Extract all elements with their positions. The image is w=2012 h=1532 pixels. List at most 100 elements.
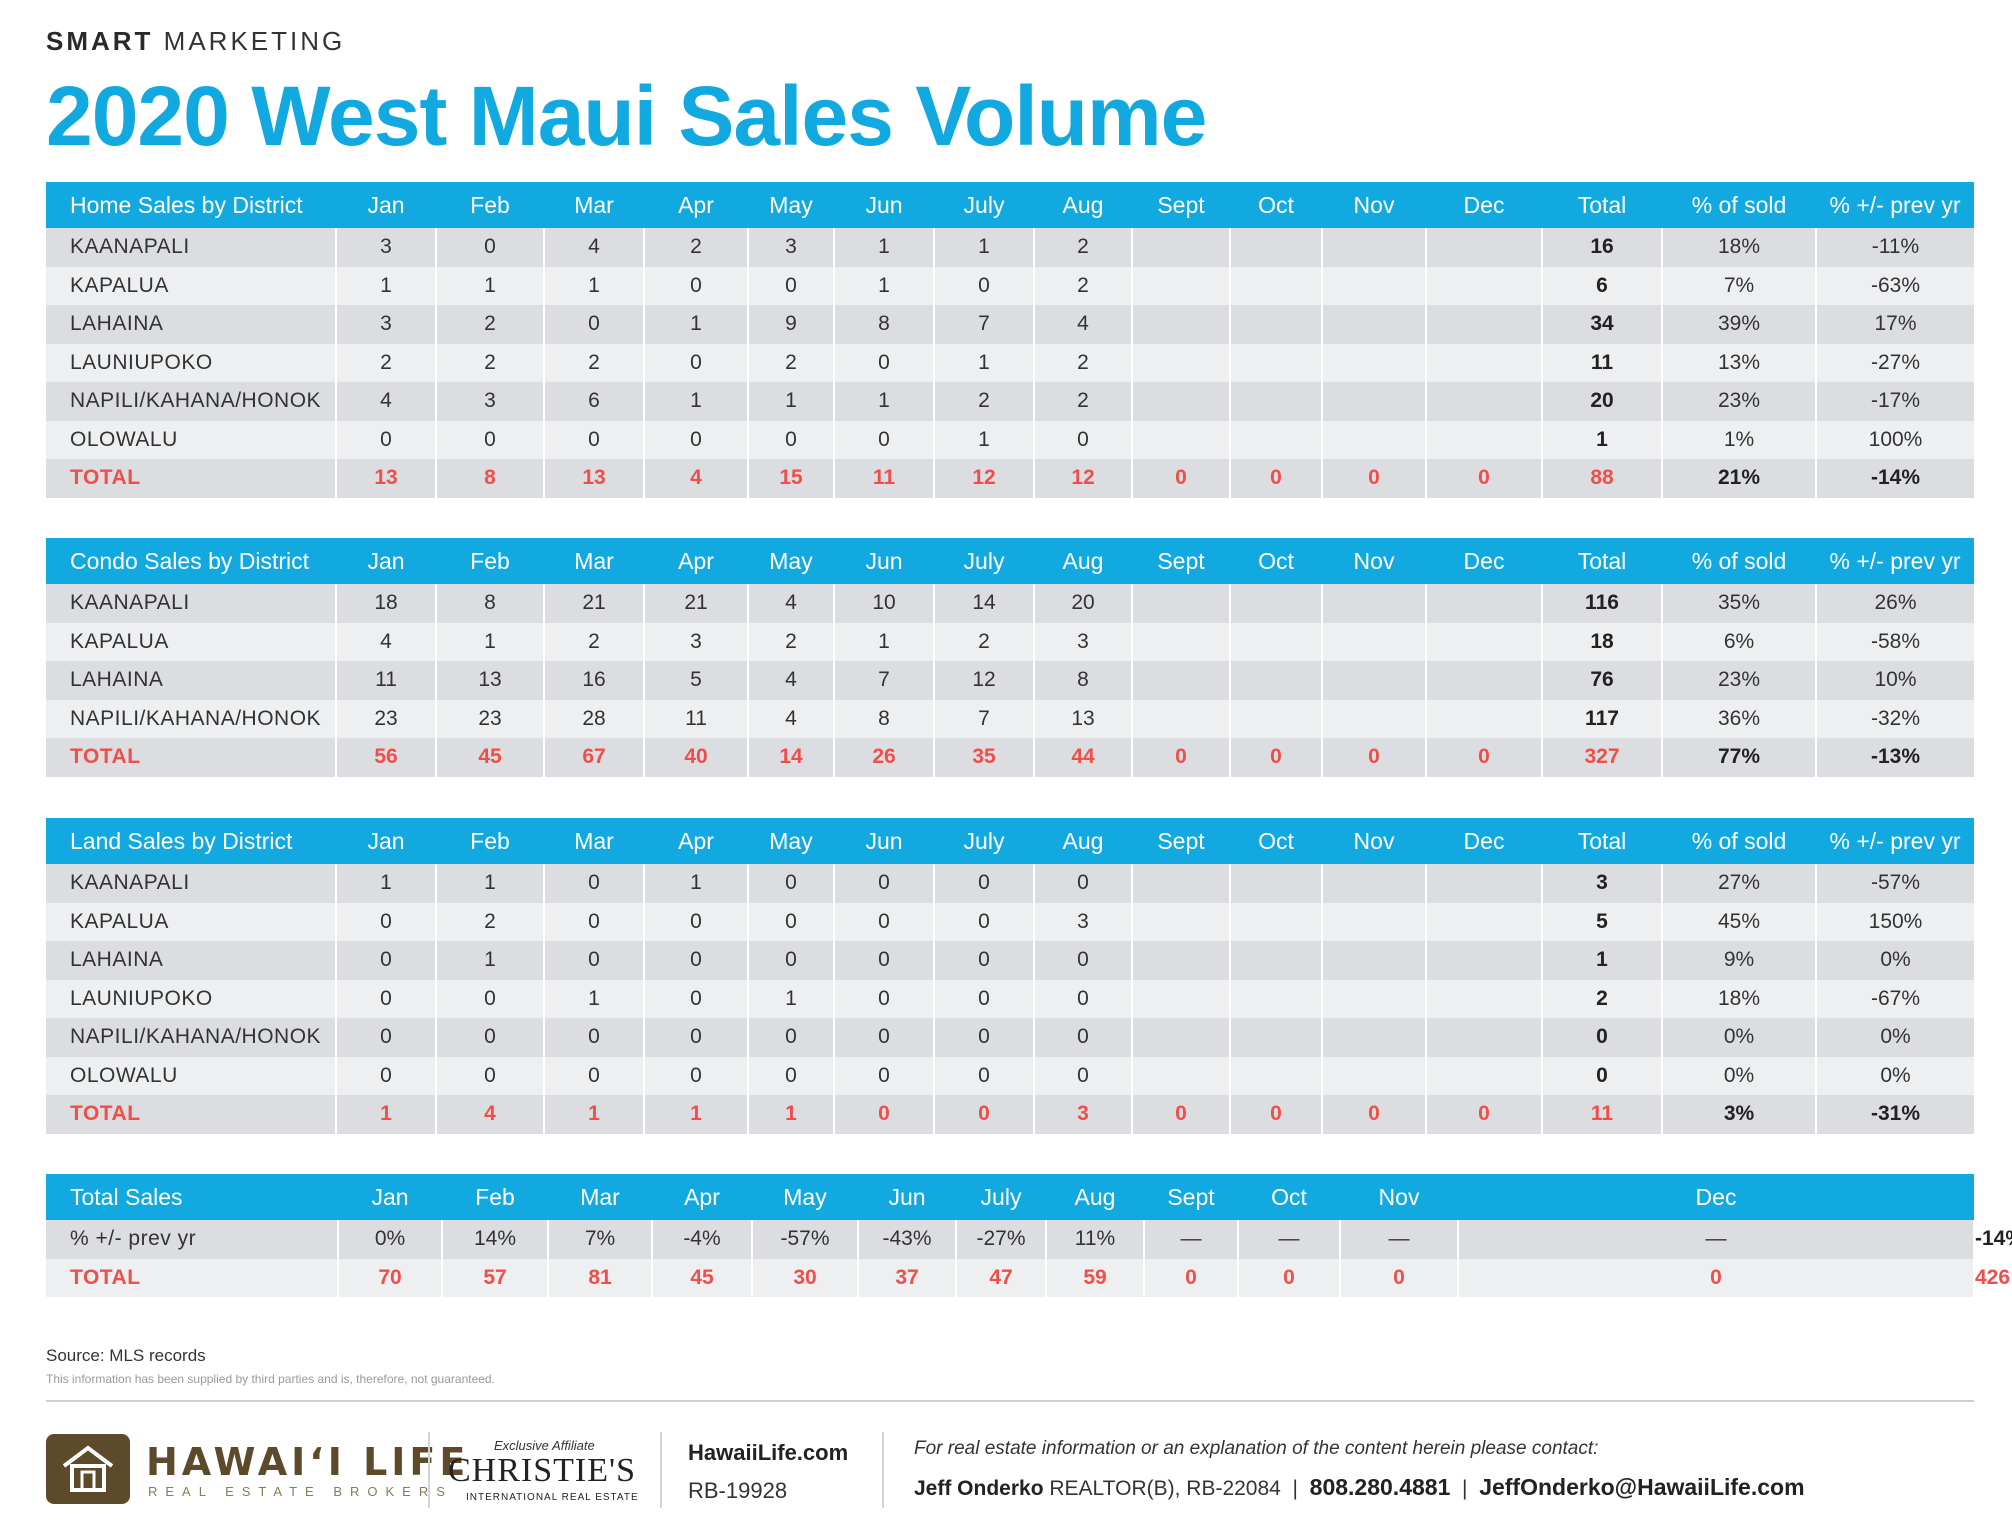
month-value: 9 xyxy=(748,305,835,344)
month-header: Feb xyxy=(442,1174,548,1220)
month-value: 1 xyxy=(644,382,749,421)
grand-total: 327 xyxy=(1542,738,1663,777)
row-total: 34 xyxy=(1542,305,1663,344)
table-header: Condo Sales by District Jan Feb Mar Apr May Ju… xyxy=(46,538,1974,584)
pct-sold: 36% xyxy=(1662,699,1817,738)
month-value: 0 xyxy=(748,1018,835,1057)
footer-separator xyxy=(428,1432,430,1508)
month-value xyxy=(1426,699,1543,738)
month-header: Nov xyxy=(1322,818,1426,864)
month-value: 0 xyxy=(834,1056,935,1095)
month-header: Mar xyxy=(544,182,644,228)
month-value xyxy=(1132,1018,1231,1057)
month-header: Apr xyxy=(644,538,748,584)
pct-prev: 0% xyxy=(1816,1018,1974,1057)
website-link[interactable]: HawaiiLife.com xyxy=(688,1440,849,1465)
month-value: 1 xyxy=(544,266,645,305)
month-value: 1 xyxy=(644,864,749,903)
pct-prev: 100% xyxy=(1816,420,1974,459)
month-header: Feb xyxy=(436,818,544,864)
month-total: 35 xyxy=(934,738,1035,777)
month-total: 12 xyxy=(934,459,1035,498)
month-total: 0 xyxy=(1144,1258,1239,1297)
month-total: 0 xyxy=(1426,1095,1543,1134)
district-name: LAUNIUPOKO xyxy=(46,979,337,1018)
month-value: 7 xyxy=(934,699,1035,738)
month-total: 3 xyxy=(1034,1095,1133,1134)
pct-prev: 10% xyxy=(1816,661,1974,700)
month-value: 1 xyxy=(544,979,645,1018)
month-value xyxy=(1132,902,1231,941)
month-header: Oct xyxy=(1230,182,1322,228)
pct-sold: 23% xyxy=(1662,382,1817,421)
month-pct-prev: — xyxy=(1458,1220,1975,1259)
month-total: 0 xyxy=(1132,459,1231,498)
month-value: 0 xyxy=(748,902,835,941)
agent-name: Jeff Onderko xyxy=(914,1477,1044,1500)
month-value: 4 xyxy=(544,228,645,267)
table-row: OLOWALU 0 0 0 0 0 0 0 0 0 0% 0% xyxy=(46,1056,1974,1095)
month-total: 57 xyxy=(442,1258,549,1297)
table-header: Total Sales Jan Feb Mar Apr May Jun July Aug Sept… xyxy=(46,1174,2012,1220)
month-value: 1 xyxy=(834,382,935,421)
grand-total: 11 xyxy=(1542,1095,1663,1134)
month-value: 0 xyxy=(436,228,545,267)
row-total: 11 xyxy=(1542,343,1663,382)
month-value: 1 xyxy=(436,266,545,305)
row-total: 16 xyxy=(1542,228,1663,267)
month-value: 0 xyxy=(834,979,935,1018)
district-name: KAANAPALI xyxy=(46,584,337,623)
month-value xyxy=(1322,941,1427,980)
header-kicker: SMART MARKETING xyxy=(46,26,346,56)
pct-sold-total: 3% xyxy=(1662,1095,1817,1134)
month-value: 0 xyxy=(644,420,749,459)
month-value: 0 xyxy=(644,941,749,980)
pct-prev: -32% xyxy=(1816,699,1974,738)
table-row: LAHAINA 3 2 0 1 9 8 7 4 34 39% 17% xyxy=(46,305,1974,344)
total-row: TOTAL 1 4 1 1 1 0 0 3 0 0 0 0 11 3% -31% xyxy=(46,1095,1974,1134)
month-value xyxy=(1322,305,1427,344)
month-total: 30 xyxy=(752,1258,859,1297)
month-value: 0 xyxy=(544,1018,645,1057)
agent-email[interactable]: JeffOnderko@HawaiiLife.com xyxy=(1479,1474,1805,1500)
month-value: 0 xyxy=(834,941,935,980)
month-value: 0 xyxy=(934,902,1035,941)
month-header: Aug xyxy=(1034,818,1132,864)
district-name: LAHAINA xyxy=(46,941,337,980)
month-header: Aug xyxy=(1034,182,1132,228)
month-value: 2 xyxy=(436,902,545,941)
month-value xyxy=(1230,1056,1323,1095)
month-total: 11 xyxy=(834,459,935,498)
month-value xyxy=(1132,382,1231,421)
month-value xyxy=(1426,864,1543,903)
month-header: Nov xyxy=(1322,538,1426,584)
pct-prev: 150% xyxy=(1816,902,1974,941)
month-header: Dec xyxy=(1426,182,1542,228)
row-total: 0 xyxy=(1542,1018,1663,1057)
month-value: 2 xyxy=(748,343,835,382)
month-pct-prev: — xyxy=(1238,1220,1341,1259)
month-total: 0 xyxy=(1132,1095,1231,1134)
month-total: 45 xyxy=(652,1258,753,1297)
month-value xyxy=(1426,420,1543,459)
month-value xyxy=(1230,941,1323,980)
agent-phone[interactable]: 808.280.4881 xyxy=(1309,1474,1451,1500)
total-row: TOTAL 70 57 81 45 30 37 47 59 0 0 0 0 426 xyxy=(46,1258,2010,1297)
month-value xyxy=(1230,305,1323,344)
month-value: 0 xyxy=(544,1056,645,1095)
month-pct-prev: — xyxy=(1144,1220,1239,1259)
district-name: KAPALUA xyxy=(46,622,337,661)
month-value: 20 xyxy=(1034,584,1133,623)
month-value: 0 xyxy=(934,1056,1035,1095)
month-value: 0 xyxy=(834,1018,935,1057)
month-value: 0 xyxy=(336,1056,437,1095)
month-header: Jun xyxy=(834,818,934,864)
month-value: 3 xyxy=(1034,622,1133,661)
row-total: 1 xyxy=(1542,420,1663,459)
month-value xyxy=(1426,266,1543,305)
disclaimer: This information has been supplied by th… xyxy=(46,1372,495,1386)
month-value: 8 xyxy=(1034,661,1133,700)
month-value xyxy=(1322,1056,1427,1095)
month-header: May xyxy=(748,818,834,864)
month-value: 4 xyxy=(336,382,437,421)
